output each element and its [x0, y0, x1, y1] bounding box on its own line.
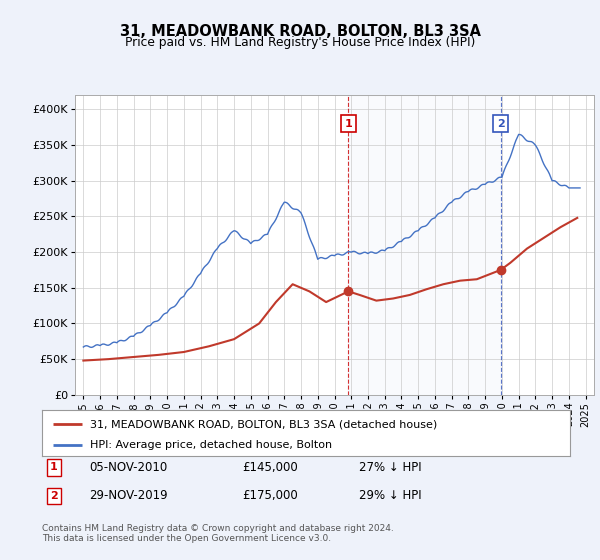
- Text: Price paid vs. HM Land Registry's House Price Index (HPI): Price paid vs. HM Land Registry's House …: [125, 36, 475, 49]
- Text: 2: 2: [50, 491, 58, 501]
- Text: 29% ↓ HPI: 29% ↓ HPI: [359, 489, 421, 502]
- Text: 31, MEADOWBANK ROAD, BOLTON, BL3 3SA (detached house): 31, MEADOWBANK ROAD, BOLTON, BL3 3SA (de…: [89, 419, 437, 430]
- Text: 1: 1: [344, 119, 352, 129]
- Text: 2: 2: [497, 119, 505, 129]
- Text: 31, MEADOWBANK ROAD, BOLTON, BL3 3SA: 31, MEADOWBANK ROAD, BOLTON, BL3 3SA: [119, 24, 481, 39]
- Text: HPI: Average price, detached house, Bolton: HPI: Average price, detached house, Bolt…: [89, 440, 332, 450]
- Text: 27% ↓ HPI: 27% ↓ HPI: [359, 461, 421, 474]
- Bar: [349, 95, 500, 395]
- Text: 29-NOV-2019: 29-NOV-2019: [89, 489, 168, 502]
- Text: 05-NOV-2010: 05-NOV-2010: [89, 461, 168, 474]
- Text: £145,000: £145,000: [242, 461, 298, 474]
- Text: £175,000: £175,000: [242, 489, 298, 502]
- Text: 1: 1: [50, 463, 58, 473]
- Text: Contains HM Land Registry data © Crown copyright and database right 2024.
This d: Contains HM Land Registry data © Crown c…: [42, 524, 394, 543]
